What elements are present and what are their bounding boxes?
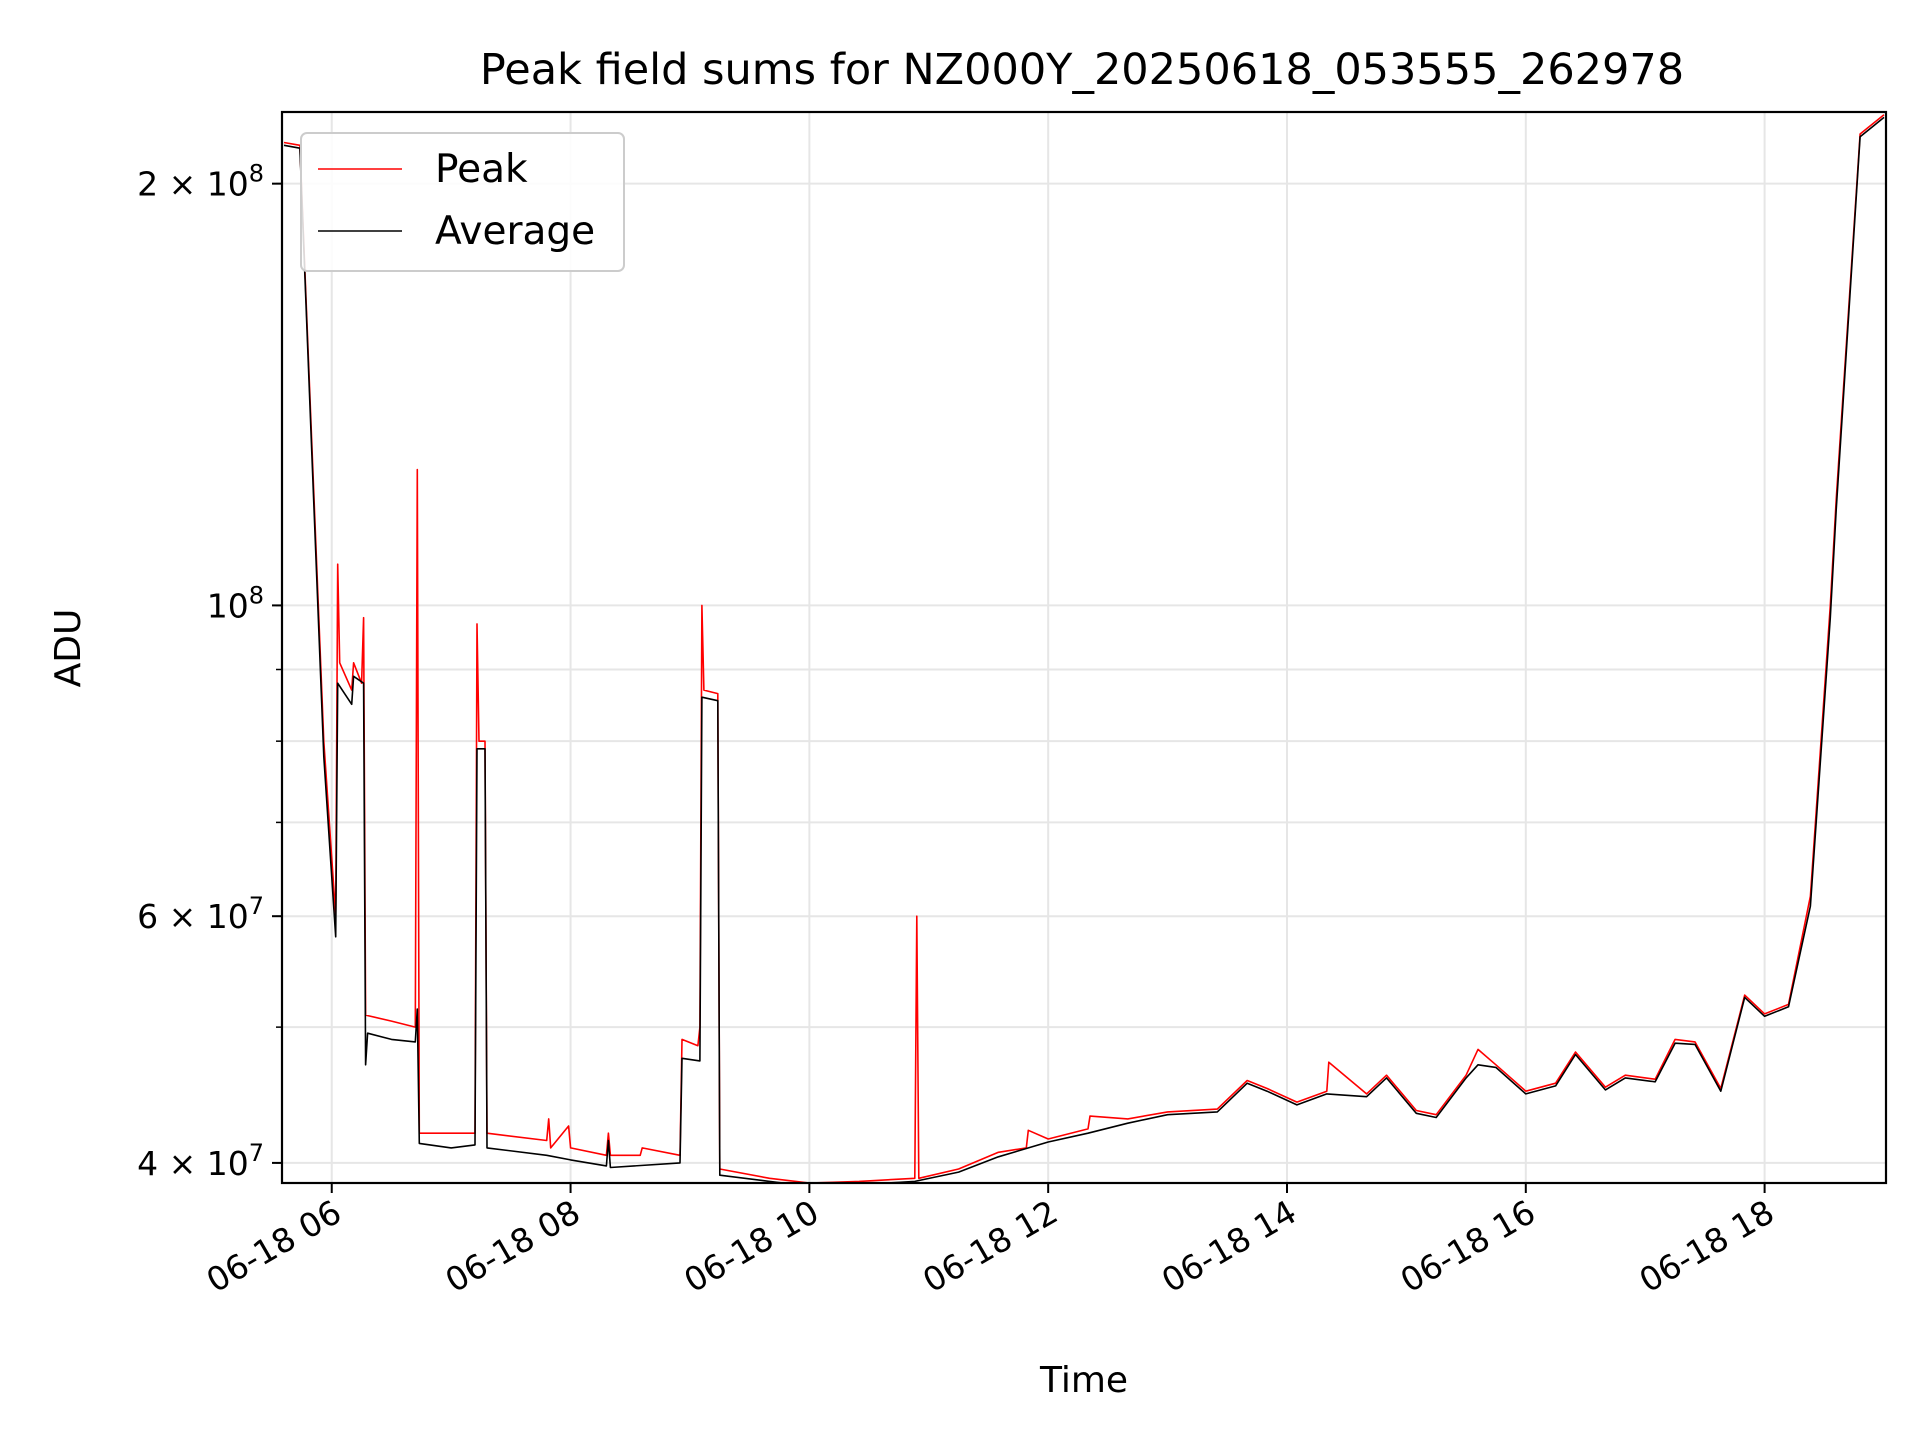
y-axis-label: ADU xyxy=(48,609,89,688)
legend-label-average: Average xyxy=(435,209,595,254)
legend: Peak Average xyxy=(300,132,625,272)
y-tick-label: 108 xyxy=(207,581,264,625)
legend-box xyxy=(300,132,625,272)
chart-title: Peak field sums for NZ000Y_20250618_0535… xyxy=(480,45,1684,95)
legend-label-peak: Peak xyxy=(435,147,528,192)
y-tick-label: 4 × 107 xyxy=(137,1139,264,1183)
y-tick-label: 2 × 108 xyxy=(137,160,264,204)
y-tick-label: 6 × 107 xyxy=(137,892,264,936)
series-line-average xyxy=(283,116,1885,1183)
x-axis-label: Time xyxy=(1039,1360,1128,1401)
series-line-peak xyxy=(283,114,1885,1183)
y-axis: 4 × 107 6 × 107 108 2 × 108 xyxy=(137,160,282,1183)
series-layer xyxy=(283,114,1885,1183)
plot-frame xyxy=(280,110,1888,1185)
plot-area xyxy=(283,114,1885,1183)
